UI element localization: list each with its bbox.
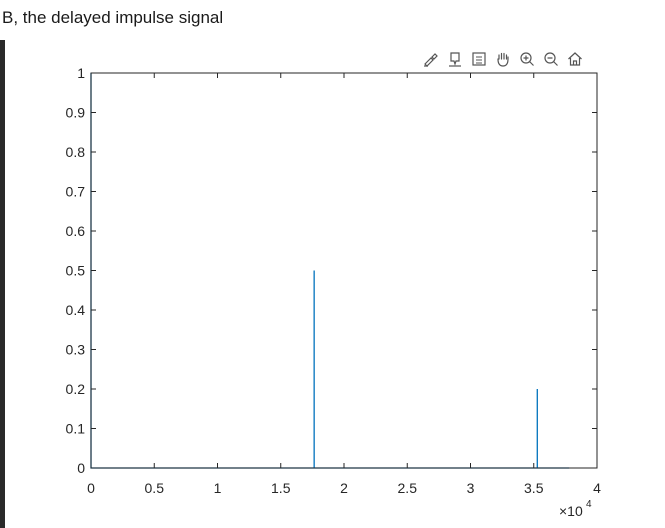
y-tick-label: 0.3 <box>66 342 86 358</box>
plot-area <box>91 73 597 468</box>
legend-icon[interactable] <box>468 48 490 70</box>
y-tick-label: 0.6 <box>66 223 86 239</box>
x-exponent-power: 4 <box>586 499 592 510</box>
y-tick-label: 1 <box>77 65 85 81</box>
y-tick-label: 0.8 <box>66 144 86 160</box>
axes-toolbar <box>420 48 586 70</box>
home-icon[interactable] <box>564 48 586 70</box>
x-tick-label: 0 <box>87 480 95 496</box>
zoom-out-icon[interactable] <box>540 48 562 70</box>
x-tick-label: 4 <box>593 480 601 496</box>
x-tick-label: 3.5 <box>524 480 544 496</box>
pan-hand-icon[interactable] <box>492 48 514 70</box>
x-tick-label: 3 <box>467 480 475 496</box>
x-tick-label: 1 <box>214 480 222 496</box>
x-exponent-label: ×10 <box>559 503 583 519</box>
y-tick-label: 0.5 <box>66 263 86 279</box>
page-heading: B, the delayed impulse signal <box>2 8 224 27</box>
data-tips-icon[interactable] <box>444 48 466 70</box>
left-margin-bar <box>0 40 5 528</box>
x-tick-label: 2 <box>340 480 348 496</box>
brush-icon[interactable] <box>420 48 442 70</box>
x-tick-label: 2.5 <box>398 480 418 496</box>
y-tick-label: 0 <box>77 460 85 476</box>
y-tick-label: 0.1 <box>66 421 86 437</box>
x-tick-label: 1.5 <box>271 480 291 496</box>
y-tick-label: 0.9 <box>66 105 86 121</box>
zoom-in-icon[interactable] <box>516 48 538 70</box>
x-tick-label: 0.5 <box>145 480 165 496</box>
y-tick-label: 0.7 <box>66 184 86 200</box>
y-tick-label: 0.2 <box>66 381 86 397</box>
y-tick-label: 0.4 <box>66 302 86 318</box>
